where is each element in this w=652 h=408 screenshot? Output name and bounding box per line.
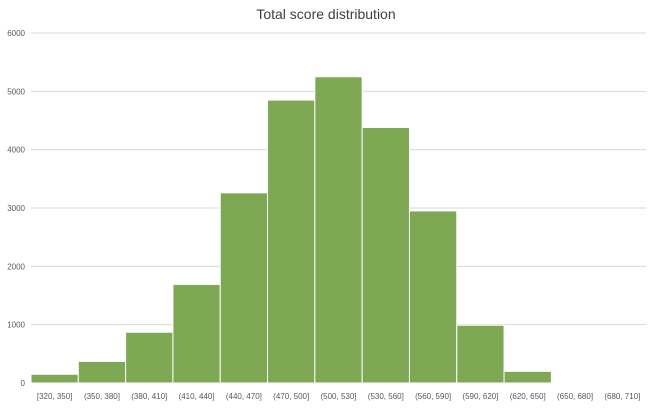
bar xyxy=(267,99,316,384)
bar xyxy=(456,324,505,384)
x-tick-label: (680, 710] xyxy=(604,392,640,401)
x-tick-label: (470, 500] xyxy=(273,392,309,401)
bar xyxy=(77,360,127,384)
x-tick-label: (500, 530] xyxy=(320,392,356,401)
x-tick-label: (440, 470] xyxy=(226,392,262,401)
x-tick-label: (590, 620] xyxy=(462,392,498,401)
y-tick-label: 5000 xyxy=(7,87,25,96)
y-tick-label: 1000 xyxy=(7,321,25,330)
bars xyxy=(30,76,647,384)
x-tick-label: (530, 560] xyxy=(368,392,404,401)
x-tick-label: (620, 650] xyxy=(510,392,546,401)
x-tick-label: (560, 590] xyxy=(415,392,451,401)
bar xyxy=(219,192,269,384)
bar xyxy=(125,331,174,384)
y-tick-label: 3000 xyxy=(7,204,25,213)
bar xyxy=(30,373,79,384)
bar xyxy=(361,127,410,384)
chart-title: Total score distribution xyxy=(256,6,395,22)
bar xyxy=(408,210,458,384)
bar xyxy=(172,283,221,384)
x-axis-ticks: [320, 350] (350, 380] (380, 410] (410, 440]… xyxy=(37,392,641,401)
y-tick-label: 0 xyxy=(21,379,26,388)
bar xyxy=(503,370,552,384)
y-tick-label: 2000 xyxy=(7,262,25,271)
x-tick-label: (350, 380] xyxy=(84,392,120,401)
x-tick-label: [320, 350] xyxy=(37,392,73,401)
y-tick-label: 4000 xyxy=(7,146,25,155)
x-tick-label: (410, 440] xyxy=(179,392,215,401)
y-axis-ticks: 0 1000 2000 3000 4000 5000 6000 xyxy=(7,29,25,388)
x-tick-label: (650, 680] xyxy=(557,392,593,401)
bar xyxy=(314,76,363,384)
x-tick-label: (380, 410] xyxy=(131,392,167,401)
y-tick-label: 6000 xyxy=(7,29,25,38)
bar xyxy=(550,381,600,384)
